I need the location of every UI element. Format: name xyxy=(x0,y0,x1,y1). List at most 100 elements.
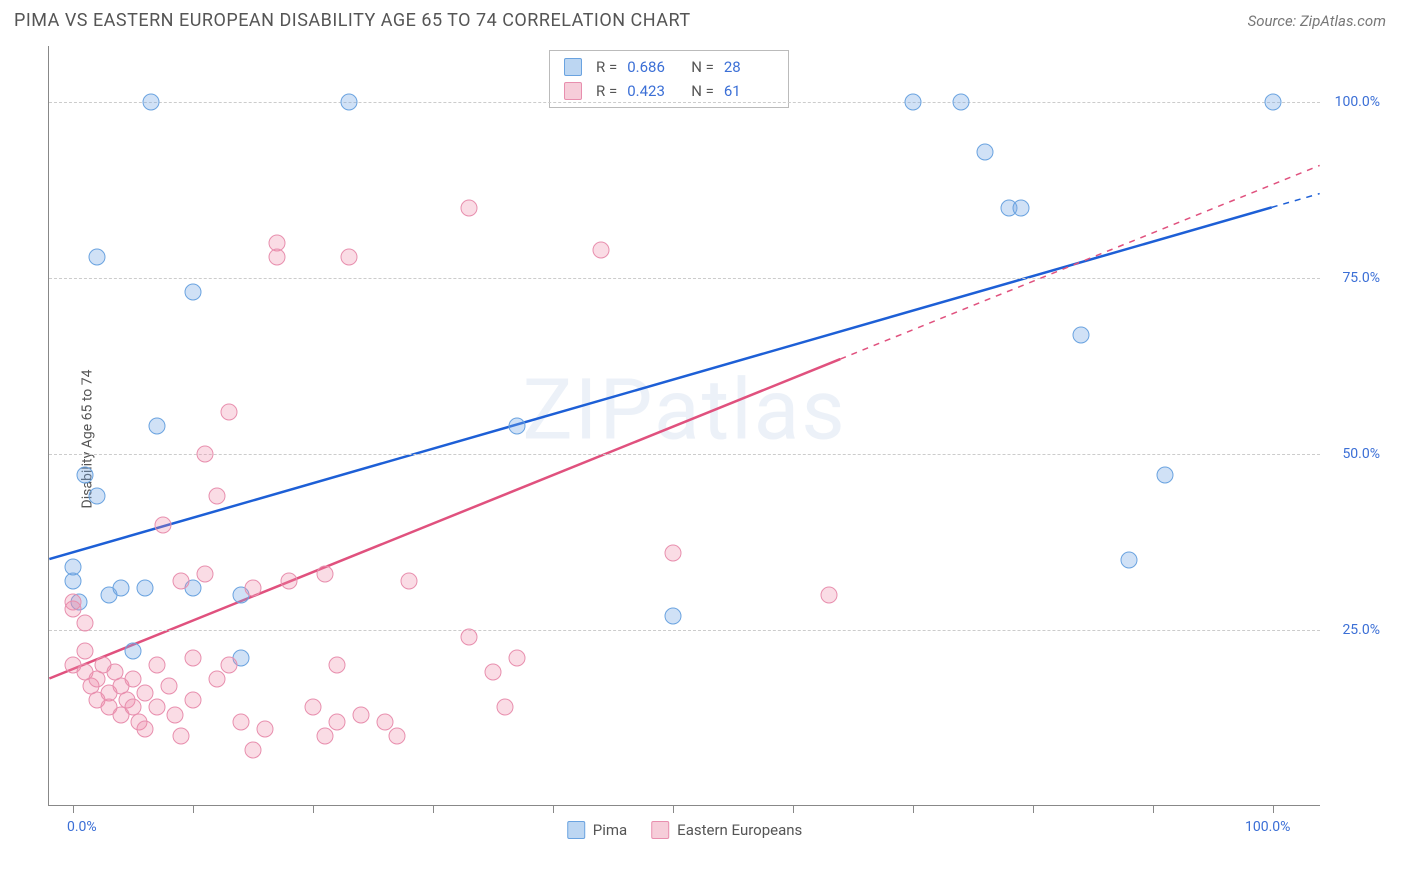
scatter-point xyxy=(461,199,478,216)
series-label: Eastern Europeans xyxy=(677,821,802,839)
scatter-point xyxy=(317,565,334,582)
scatter-point xyxy=(137,579,154,596)
x-tick xyxy=(913,805,914,813)
scatter-point xyxy=(665,608,682,625)
scatter-point xyxy=(1073,326,1090,343)
scatter-point xyxy=(185,284,202,301)
scatter-point xyxy=(497,699,514,716)
x-tick xyxy=(1033,805,1034,813)
legend-r-label: R = xyxy=(596,55,617,79)
legend-r-value: 0.686 xyxy=(627,55,677,79)
scatter-point xyxy=(461,629,478,646)
gridline xyxy=(49,278,1320,279)
scatter-point xyxy=(167,706,184,723)
x-tick xyxy=(1153,805,1154,813)
scatter-point xyxy=(977,143,994,160)
scatter-point xyxy=(1265,94,1282,111)
y-tick-label: 100.0% xyxy=(1335,94,1380,110)
scatter-point xyxy=(209,488,226,505)
scatter-point xyxy=(389,727,406,744)
y-tick-label: 75.0% xyxy=(1342,270,1380,286)
scatter-point xyxy=(281,572,298,589)
scatter-point xyxy=(485,664,502,681)
scatter-point xyxy=(317,727,334,744)
gridline xyxy=(49,102,1320,103)
legend-swatch xyxy=(564,82,582,100)
x-tick xyxy=(313,805,314,813)
x-tick xyxy=(793,805,794,813)
legend-swatch xyxy=(564,58,582,76)
scatter-point xyxy=(233,713,250,730)
legend-n-label: N = xyxy=(691,55,714,79)
scatter-point xyxy=(905,94,922,111)
scatter-point xyxy=(197,565,214,582)
gridline xyxy=(49,630,1320,631)
scatter-point xyxy=(149,699,166,716)
watermark: ZIPatlas xyxy=(522,361,846,460)
x-tick-label: 0.0% xyxy=(67,819,97,835)
scatter-point xyxy=(1121,551,1138,568)
scatter-point xyxy=(65,593,82,610)
scatter-point xyxy=(173,572,190,589)
scatter-point xyxy=(137,720,154,737)
regression-line-extrapolated xyxy=(1272,194,1320,208)
legend-n-label: N = xyxy=(691,79,714,103)
scatter-point xyxy=(245,741,262,758)
scatter-point xyxy=(161,678,178,695)
x-tick-label: 100.0% xyxy=(1245,819,1290,835)
scatter-point xyxy=(341,94,358,111)
gridline xyxy=(49,454,1320,455)
legend-r-label: R = xyxy=(596,79,617,103)
x-tick xyxy=(1273,805,1274,813)
x-tick xyxy=(433,805,434,813)
x-tick xyxy=(553,805,554,813)
scatter-point xyxy=(77,643,94,660)
legend-swatch xyxy=(651,821,669,839)
scatter-point xyxy=(65,558,82,575)
legend-row: R = 0.686 N = 28 xyxy=(564,55,774,79)
scatter-point xyxy=(221,403,238,420)
legend-row: R = 0.423 N = 61 xyxy=(564,79,774,103)
x-tick xyxy=(673,805,674,813)
series-label: Pima xyxy=(593,821,627,839)
scatter-point xyxy=(89,488,106,505)
scatter-point xyxy=(125,671,142,688)
scatter-point xyxy=(209,671,226,688)
scatter-point xyxy=(1157,467,1174,484)
scatter-point xyxy=(125,643,142,660)
scatter-point xyxy=(143,94,160,111)
correlation-chart: Disability Age 65 to 74 ZIPatlas R =0.68… xyxy=(48,46,1388,832)
scatter-point xyxy=(401,572,418,589)
scatter-point xyxy=(665,544,682,561)
scatter-point xyxy=(257,720,274,737)
scatter-point xyxy=(185,650,202,667)
scatter-point xyxy=(509,650,526,667)
scatter-point xyxy=(197,446,214,463)
legend-r-value: 0.423 xyxy=(627,79,677,103)
scatter-point xyxy=(953,94,970,111)
legend-n-value: 61 xyxy=(724,79,774,103)
scatter-point xyxy=(137,685,154,702)
scatter-point xyxy=(173,727,190,744)
source-attribution: Source: ZipAtlas.com xyxy=(1248,12,1386,30)
scatter-point xyxy=(77,467,94,484)
scatter-point xyxy=(89,249,106,266)
scatter-point xyxy=(593,242,610,259)
scatter-point xyxy=(149,657,166,674)
regression-line xyxy=(49,207,1271,559)
x-tick xyxy=(193,805,194,813)
series-legend: Pima Eastern Europeans xyxy=(567,821,803,839)
scatter-point xyxy=(329,713,346,730)
scatter-point xyxy=(221,657,238,674)
scatter-point xyxy=(509,418,526,435)
correlation-legend: R = 0.686 N = 28 R = 0.423 N = 61 xyxy=(549,50,789,108)
scatter-point xyxy=(185,692,202,709)
y-tick-label: 25.0% xyxy=(1342,622,1380,638)
scatter-point xyxy=(77,615,94,632)
series-legend-item: Pima xyxy=(567,821,627,839)
scatter-point xyxy=(341,249,358,266)
scatter-point xyxy=(305,699,322,716)
legend-n-value: 28 xyxy=(724,55,774,79)
x-tick xyxy=(73,805,74,813)
chart-title: PIMA VS EASTERN EUROPEAN DISABILITY AGE … xyxy=(14,10,691,31)
